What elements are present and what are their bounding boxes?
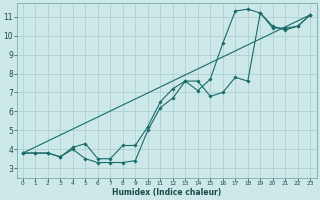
X-axis label: Humidex (Indice chaleur): Humidex (Indice chaleur) [112,188,221,197]
